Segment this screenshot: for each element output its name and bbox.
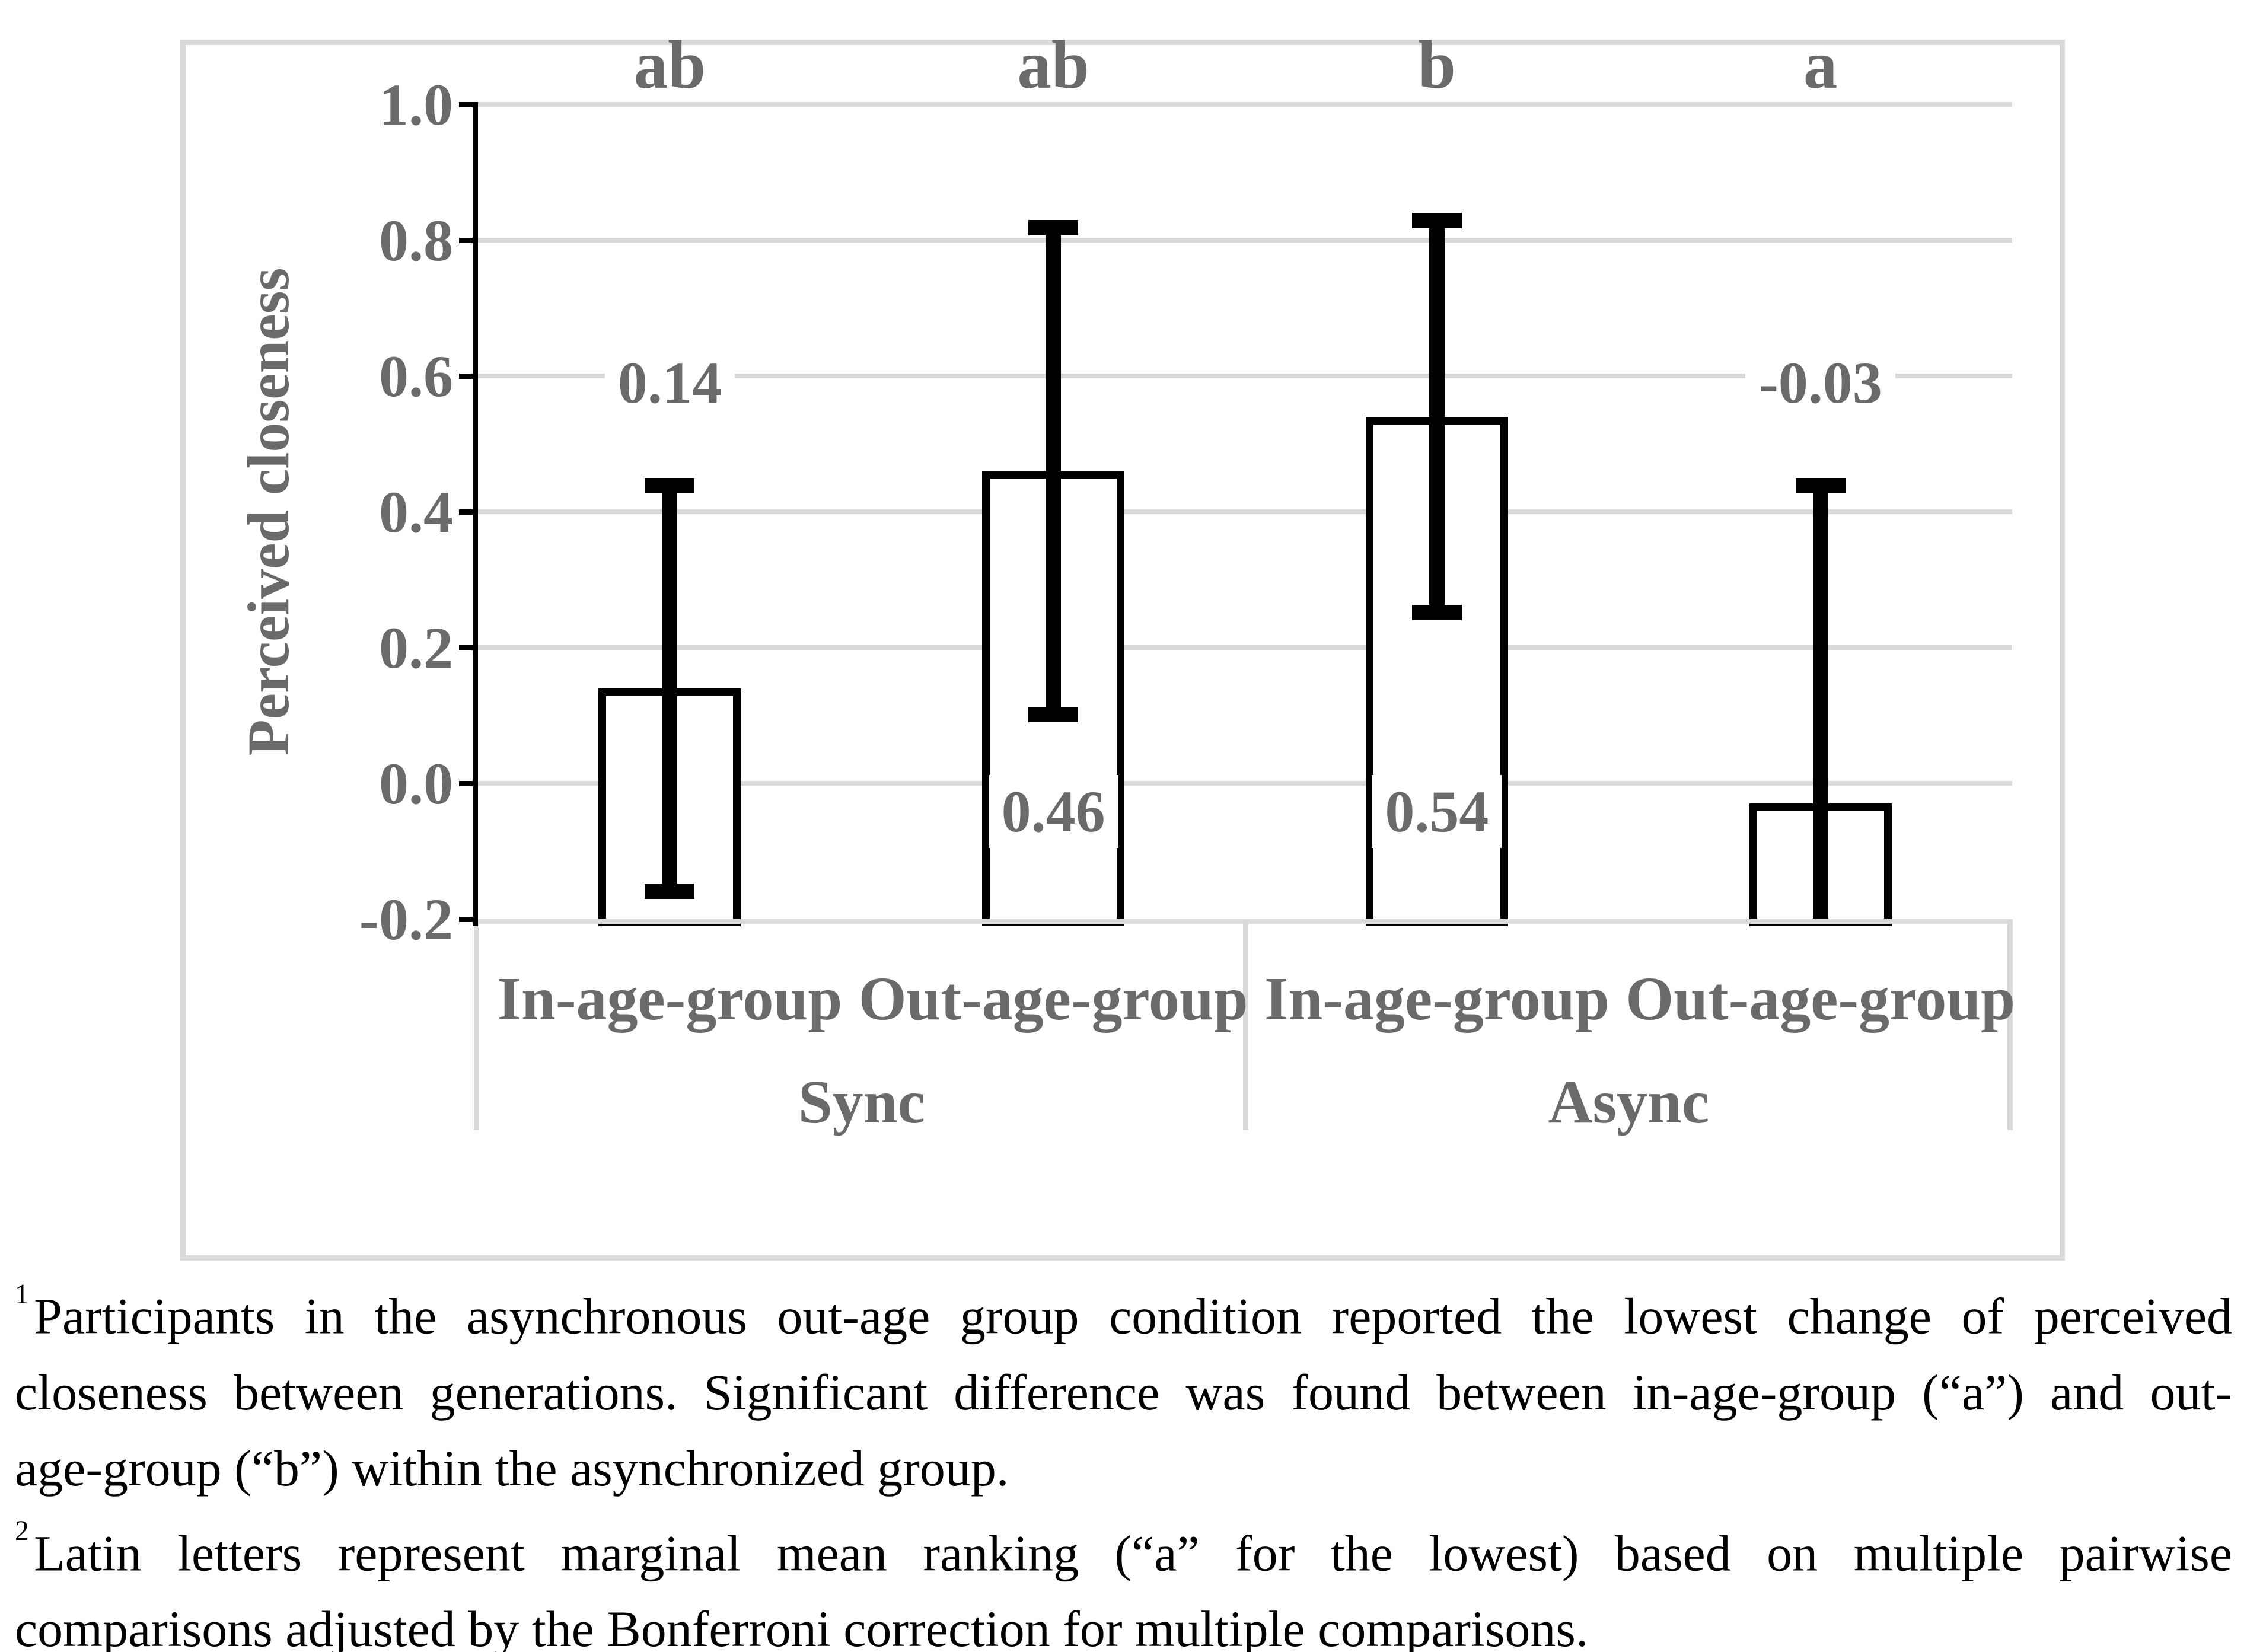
y-axis-tick-label: -0.2	[359, 886, 453, 952]
y-axis-tick-label: 0.6	[379, 343, 453, 409]
y-axis-tick	[459, 916, 478, 922]
group-label: Sync	[798, 1067, 925, 1136]
footnote-text: closeness between generations. Significa…	[15, 1363, 2232, 1421]
y-axis-tick	[459, 101, 478, 107]
footnote-line-4: 2Latin letters represent marginal mean r…	[15, 1506, 2232, 1592]
value-label-text: 0.54	[1372, 774, 1502, 848]
footnote-block: 1Participants in the asynchronous out-ag…	[15, 1269, 2232, 1652]
footnote-text: Participants in the asynchronous out-age…	[34, 1287, 2232, 1345]
value-label-text: 0.46	[988, 774, 1118, 848]
footnote-line-3: age-group (“b”) within the asynchronized…	[15, 1430, 2232, 1506]
category-axis-line	[473, 919, 2013, 924]
chart-frame	[180, 40, 2065, 1261]
gridline	[478, 102, 2012, 107]
category-label: In-age-group	[1264, 964, 1609, 1033]
gridline	[478, 645, 2012, 650]
significance-letter: ab	[633, 27, 706, 103]
category-separator	[1243, 924, 1248, 1130]
footnote-text: age-group (“b”) within the asynchronized…	[15, 1439, 1009, 1497]
significance-letter: a	[1803, 27, 1838, 103]
footnote-text: comparisons adjusted by the Bonferroni c…	[15, 1600, 1589, 1652]
gridline	[478, 781, 2012, 786]
category-separator	[474, 924, 479, 1130]
value-label: 0.46	[899, 770, 1207, 853]
value-label-text: 0.14	[604, 346, 735, 419]
category-label: Out-age-group	[858, 964, 1248, 1033]
y-axis-tick-label: 0.8	[379, 207, 453, 273]
value-label: -0.03	[1666, 341, 1975, 424]
error-bar-cap-top	[1795, 477, 1846, 493]
category-label: Out-age-group	[1626, 964, 2016, 1033]
category-separator	[2007, 924, 2013, 1130]
error-bar-cap-top	[1028, 219, 1079, 235]
y-axis-tick	[459, 237, 478, 243]
y-axis-tick-label: 1.0	[379, 71, 453, 138]
y-axis-tick	[459, 373, 478, 379]
footnote-text: Latin letters represent marginal mean ra…	[34, 1525, 2232, 1582]
category-label: In-age-group	[497, 964, 843, 1033]
error-bar-line	[1429, 213, 1445, 621]
significance-letter: b	[1417, 27, 1456, 103]
gridline	[478, 238, 2012, 243]
error-bar-line	[1046, 219, 1062, 722]
error-bar-line	[662, 477, 678, 899]
value-label: 0.14	[515, 341, 824, 424]
value-label: 0.54	[1283, 770, 1591, 853]
y-axis-tick-label: 0.2	[379, 614, 453, 681]
footnote-line-5: comparisons adjusted by the Bonferroni c…	[15, 1591, 2232, 1652]
error-bar-cap-bottom	[645, 883, 695, 899]
error-bar-cap-top	[645, 477, 695, 493]
significance-letter: ab	[1017, 27, 1089, 103]
error-bar-cap-top	[1411, 213, 1462, 229]
footnote-line-2: closeness between generations. Significa…	[15, 1354, 2232, 1430]
error-bar-line	[1812, 477, 1828, 919]
y-axis-tick	[459, 645, 478, 650]
value-label-text: -0.03	[1745, 346, 1895, 419]
y-axis-line	[473, 102, 478, 926]
gridline	[478, 509, 2012, 514]
footnote-line-1: 1Participants in the asynchronous out-ag…	[15, 1269, 2232, 1354]
group-label: Async	[1548, 1067, 1710, 1136]
gridline	[478, 374, 2012, 378]
y-axis-tick	[459, 780, 478, 786]
footnote-superscript-2: 2	[15, 1516, 29, 1547]
y-axis-tick	[459, 509, 478, 515]
error-bar-cap-bottom	[1028, 706, 1079, 722]
error-bar-cap-bottom	[1411, 605, 1462, 621]
y-axis-tick-label: 0.4	[379, 479, 453, 545]
footnote-superscript-1: 1	[15, 1278, 29, 1310]
y-axis-tick-label: 0.0	[379, 750, 453, 817]
